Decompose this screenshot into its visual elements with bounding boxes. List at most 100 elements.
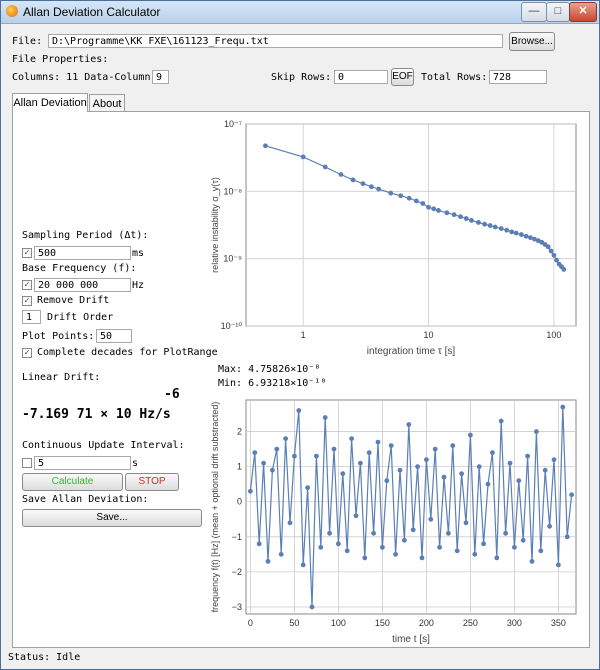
tab-about[interactable]: About [89, 94, 125, 112]
x-axis-label: integration time τ [s] [367, 346, 456, 357]
calculate-button[interactable]: Calculate [22, 473, 123, 491]
tab-allan-deviation[interactable]: Allan Deviation [12, 93, 88, 112]
data-point [529, 558, 535, 564]
data-point [292, 453, 297, 459]
data-point [366, 450, 372, 456]
sampling-period-checkbox[interactable]: ✓ [22, 248, 32, 258]
data-point [322, 164, 328, 170]
data-point [528, 235, 533, 241]
data-point [492, 224, 498, 230]
data-point [432, 446, 438, 452]
update-interval-field[interactable]: 5 [34, 456, 131, 470]
data-point [300, 562, 306, 568]
data-point [296, 408, 302, 413]
skip-rows-field[interactable]: 0 [334, 70, 388, 84]
data-point [368, 184, 374, 190]
title-bar[interactable]: Allan Deviation Calculator — □ ✕ [1, 1, 599, 24]
data-point [287, 520, 293, 526]
y-axis-label: relative instability σ_y(τ) [210, 177, 220, 273]
data-point [532, 236, 537, 242]
data-point [436, 208, 441, 213]
data-point [487, 223, 493, 228]
data-column-field[interactable]: 9 [152, 70, 169, 84]
linear-drift-label: Linear Drift: [22, 372, 101, 383]
base-frequency-field[interactable]: 20 000 000 [34, 278, 131, 292]
series-line [249, 406, 573, 608]
data-point [569, 492, 574, 498]
data-point [525, 453, 530, 459]
data-point [424, 457, 429, 463]
data-point [362, 555, 368, 561]
eof-button[interactable]: EOF [391, 68, 414, 86]
data-point [547, 523, 552, 529]
data-point [265, 558, 271, 564]
data-point [406, 195, 412, 201]
data-point [560, 404, 566, 410]
close-button[interactable]: ✕ [569, 2, 597, 22]
maximize-button[interactable]: □ [546, 2, 570, 22]
update-interval-unit: s [132, 458, 139, 469]
data-point [472, 551, 478, 557]
data-point [518, 232, 524, 237]
data-point [420, 201, 426, 206]
save-button[interactable]: Save... [22, 509, 202, 527]
data-point [406, 422, 412, 427]
x-tick-label: 0 [248, 618, 253, 628]
columns-label: Columns: 11 Data-Column: [12, 72, 157, 83]
data-point [393, 551, 398, 557]
data-point [344, 548, 350, 554]
data-point [270, 467, 275, 473]
data-point [431, 206, 437, 212]
y-tick-label: 2 [237, 427, 242, 437]
file-path-field[interactable]: D:\Programme\KK FXE\161123_Frequ.txt [48, 34, 503, 48]
x-tick-label: 10 [424, 330, 434, 340]
browse-button[interactable]: Browse... [509, 32, 555, 51]
data-point [551, 457, 557, 463]
data-point [419, 555, 425, 561]
data-point [538, 548, 544, 554]
y-tick-label: −1 [232, 532, 242, 542]
update-interval-checkbox[interactable] [22, 458, 32, 468]
base-frequency-checkbox[interactable]: ✓ [22, 280, 32, 290]
data-point [476, 464, 482, 470]
data-point [322, 415, 328, 420]
data-point [360, 181, 366, 187]
data-point [459, 471, 464, 477]
x-tick-label: 1 [301, 330, 306, 340]
data-point [248, 488, 253, 494]
data-point [426, 204, 431, 210]
remove-drift-checkbox[interactable]: ✓ [22, 296, 32, 306]
data-point [520, 537, 526, 543]
data-point [468, 432, 473, 438]
drift-order-field[interactable]: 1 [22, 310, 41, 324]
data-point [481, 541, 486, 547]
y-tick-label: 1 [237, 462, 242, 472]
file-label: File: [12, 36, 43, 47]
allan-deviation-panel: Sampling Period (Δt): ✓ 500 ms Base Freq… [12, 111, 590, 648]
complete-decades-checkbox[interactable]: ✓ [22, 348, 32, 358]
data-point [375, 439, 381, 445]
data-point [513, 230, 519, 236]
data-point [314, 453, 319, 459]
plot-points-field[interactable]: 50 [96, 329, 132, 343]
window-title: Allan Deviation Calculator [23, 5, 161, 19]
update-interval-label: Continuous Update Interval: [22, 440, 185, 451]
data-point [388, 190, 394, 196]
data-point [516, 478, 522, 484]
app-icon [6, 5, 18, 17]
sampling-period-field[interactable]: 500 [34, 246, 131, 260]
minimize-button[interactable]: — [521, 2, 547, 22]
stop-button[interactable]: STOP [125, 473, 179, 491]
y-tick-label: 10⁻⁷ [224, 119, 242, 129]
data-point [504, 227, 510, 233]
data-point [564, 534, 570, 540]
data-point [551, 252, 557, 258]
data-point [482, 221, 488, 227]
data-point [331, 446, 337, 452]
data-point [402, 537, 407, 543]
sampling-period-label: Sampling Period (Δt): [22, 230, 149, 241]
min-value-label: Min: 6.93218×10⁻¹⁰ [218, 378, 327, 389]
sampling-period-unit: ms [132, 248, 145, 259]
frequency-chart: 0 50 100 150 200 250 300 350 −3 −2 −1 0 1 2 time t [s]… [210, 399, 577, 645]
data-point [252, 450, 258, 456]
